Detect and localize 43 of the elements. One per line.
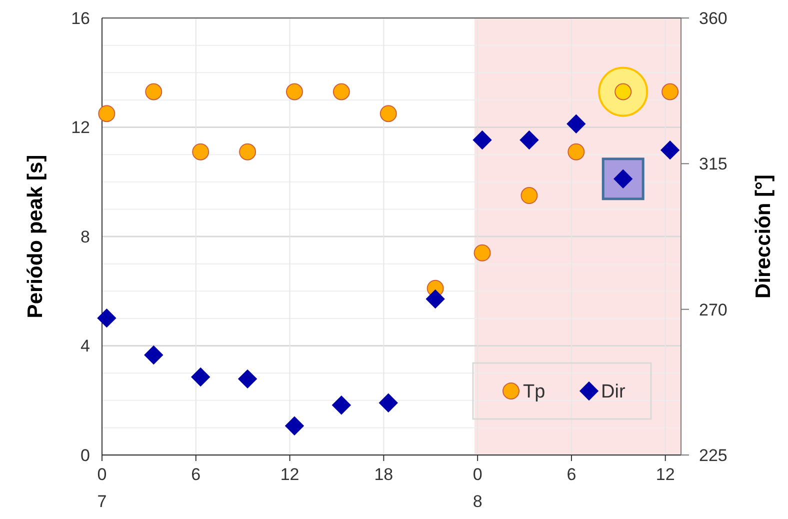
y-tick-label: 8 bbox=[80, 227, 90, 246]
x-tick-label: 0 8 bbox=[472, 465, 482, 511]
point bbox=[97, 308, 116, 328]
point bbox=[566, 114, 586, 134]
point bbox=[238, 369, 258, 389]
point bbox=[332, 83, 350, 100]
point bbox=[426, 289, 445, 309]
x-tick-label: 6 bbox=[566, 465, 576, 484]
point bbox=[286, 83, 303, 100]
point bbox=[192, 143, 210, 160]
y2-tick-label: 360 bbox=[699, 8, 728, 28]
point bbox=[568, 143, 585, 160]
y-tick-label: 0 bbox=[80, 446, 90, 465]
point bbox=[239, 143, 256, 160]
point bbox=[660, 140, 680, 160]
x-tick-label: 12 bbox=[280, 465, 300, 484]
y2-axis-title: Dirección [°] bbox=[752, 174, 775, 298]
point bbox=[190, 367, 210, 387]
x-tick-label: 6 bbox=[191, 465, 201, 484]
point bbox=[474, 244, 491, 262]
point bbox=[380, 105, 397, 122]
legend-label: Dir bbox=[601, 382, 626, 403]
x-tick-label: 0 7 bbox=[97, 465, 107, 511]
point bbox=[284, 416, 304, 436]
y-axis-title: Periódo peak [s] bbox=[24, 154, 47, 318]
point bbox=[520, 130, 539, 150]
point bbox=[98, 105, 116, 122]
y2-tick-label: 270 bbox=[699, 300, 728, 320]
y2-tick-label: 315 bbox=[699, 154, 728, 174]
point bbox=[520, 187, 538, 204]
point bbox=[332, 396, 352, 415]
x-tick-label: 12 bbox=[656, 465, 675, 484]
y-tick-label: 12 bbox=[71, 118, 90, 138]
y-tick-label: 4 bbox=[80, 336, 90, 356]
point bbox=[662, 83, 679, 100]
x-tick-label: 18 bbox=[374, 465, 394, 484]
y2-tick-label: 225 bbox=[699, 446, 728, 465]
legend-label: Tp bbox=[523, 382, 546, 403]
point bbox=[378, 393, 398, 412]
point bbox=[472, 130, 492, 150]
point bbox=[145, 83, 162, 100]
point bbox=[144, 345, 164, 365]
y-tick-label: 16 bbox=[71, 8, 90, 28]
